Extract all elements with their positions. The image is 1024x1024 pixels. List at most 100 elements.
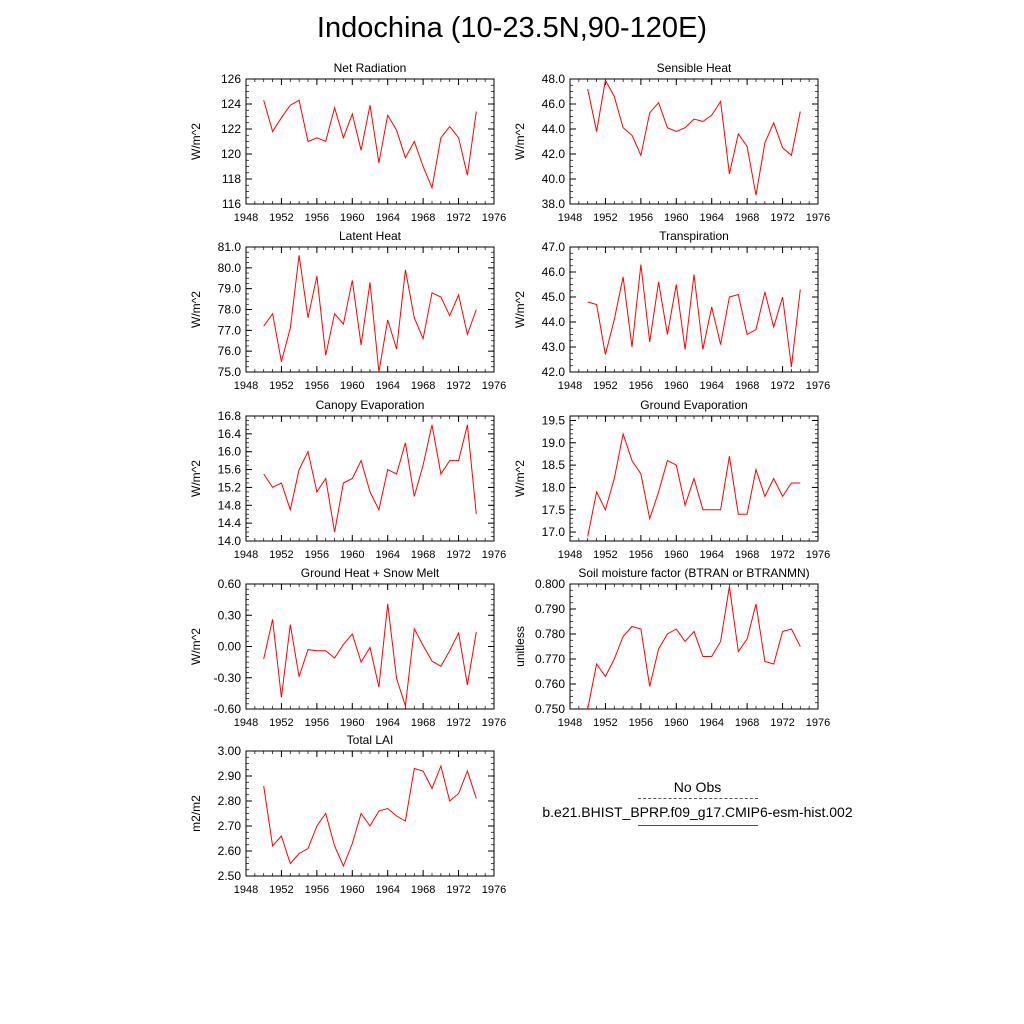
x-tick-label: 1976 [482,549,506,561]
page-title: Indochina (10-23.5N,90-120E) [316,12,708,44]
y-tick-label: 2.70 [218,819,242,833]
x-tick-label: 1952 [593,212,617,224]
y-tick-label: 38.0 [542,197,566,211]
panel-title: Total LAI [347,733,394,747]
y-tick-label: 44.0 [542,315,566,329]
x-tick-label: 1960 [664,212,688,224]
y-tick-label: 0.60 [218,577,242,591]
y-tick-label: 78.0 [218,303,242,317]
x-tick-label: 1948 [234,212,258,224]
x-tick-label: 1956 [629,717,653,729]
x-tick-label: 1976 [482,212,506,224]
legend-model-label: b.e21.BHIST_BPRP.f09_g17.CMIP6-esm-hist.… [542,804,853,820]
y-tick-label: 122 [221,122,241,136]
y-tick-label: 18.5 [542,458,566,472]
x-tick-label: 1948 [234,549,258,561]
x-tick-label: 1972 [446,549,470,561]
panel-title: Canopy Evaporation [316,398,425,412]
y-tick-label: 2.90 [218,769,242,783]
y-tick-label: 14.8 [218,498,242,512]
y-axis-label: W/m^2 [513,291,527,328]
panel-title: Soil moisture factor (BTRAN or BTRANMN) [578,566,809,580]
series-line [587,586,801,710]
x-tick-label: 1956 [629,549,653,561]
y-tick-label: 0.750 [535,702,565,716]
series-line [587,264,801,368]
y-tick-label: 124 [221,97,241,111]
y-tick-label: 48.0 [542,72,566,86]
y-tick-label: 46.0 [542,97,566,111]
x-tick-label: 1956 [305,884,329,896]
series-line [263,99,477,190]
plot-frame [245,78,495,205]
x-tick-label: 1976 [806,717,830,729]
panel-title: Ground Evaporation [640,398,747,412]
y-tick-label: 80.0 [218,261,242,275]
x-tick-label: 1968 [411,884,435,896]
panel-1: 1948 1952 1956 1960 1964 1968 1972 1976 116 118 12… [189,61,506,224]
y-tick-label: -0.60 [214,702,242,716]
y-tick-label: 2.60 [218,844,242,858]
panel-title: Net Radiation [334,61,407,75]
x-tick-label: 1960 [340,884,364,896]
x-tick-label: 1976 [806,380,830,392]
y-axis-label: W/m^2 [189,628,203,665]
x-tick-label: 1948 [558,717,582,729]
x-tick-label: 1972 [446,212,470,224]
y-tick-label: 0.790 [535,602,565,616]
x-tick-label: 1972 [770,380,794,392]
x-tick-label: 1972 [446,717,470,729]
x-tick-label: 1976 [482,884,506,896]
x-tick-label: 1972 [446,884,470,896]
x-tick-label: 1956 [305,717,329,729]
x-tick-label: 1960 [340,380,364,392]
y-tick-label: 3.00 [218,744,242,758]
x-tick-label: 1956 [305,549,329,561]
panel-title: Latent Heat [339,229,402,243]
plot-frame [245,750,495,877]
x-tick-label: 1968 [411,717,435,729]
y-tick-label: 2.80 [218,794,242,808]
x-tick-label: 1960 [340,717,364,729]
series-line [263,424,477,533]
panel-title: Transpiration [659,229,729,243]
panel-title: Sensible Heat [657,61,732,75]
x-tick-label: 1960 [340,549,364,561]
x-tick-label: 1960 [664,549,688,561]
y-tick-label: 42.0 [542,147,566,161]
series-line [587,78,801,196]
y-tick-label: 2.50 [218,869,242,883]
y-tick-label: 15.6 [218,463,242,477]
x-tick-label: 1968 [411,549,435,561]
y-tick-label: 19.5 [542,413,566,427]
panel-3: 1948 1952 1956 1960 1964 1968 1972 1976 75.0 76.0… [189,229,506,392]
legend-obs-swatch [637,798,758,799]
y-tick-label: 0.30 [218,608,242,622]
x-tick-label: 1972 [770,549,794,561]
y-tick-label: 76.0 [218,344,242,358]
y-axis-label: W/m^2 [189,460,203,497]
x-tick-label: 1976 [806,549,830,561]
x-tick-label: 1968 [735,380,759,392]
x-tick-label: 1952 [593,380,617,392]
y-tick-label: 44.0 [542,122,566,136]
y-tick-label: 120 [221,147,241,161]
y-tick-label: 15.2 [218,480,242,494]
y-tick-label: 18.0 [542,480,566,494]
x-tick-label: 1952 [269,884,293,896]
plot-frame [245,415,495,542]
x-tick-label: 1956 [629,212,653,224]
legend-model-swatch [637,825,758,826]
y-tick-label: 16.0 [218,445,242,459]
x-tick-label: 1948 [234,380,258,392]
y-tick-label: 42.0 [542,365,566,379]
x-tick-label: 1960 [340,212,364,224]
y-tick-label: 46.0 [542,265,566,279]
panel-9: 1948 1952 1956 1960 1964 1968 1972 1976 2.50 2.60… [189,733,506,896]
x-tick-label: 1948 [558,212,582,224]
y-axis-label: unitless [513,626,527,667]
x-tick-label: 1956 [629,380,653,392]
y-tick-label: 47.0 [542,240,566,254]
panel-6: 1948 1952 1956 1960 1964 1968 1972 1976 17.0 17.5… [513,398,830,561]
x-tick-label: 1968 [735,212,759,224]
